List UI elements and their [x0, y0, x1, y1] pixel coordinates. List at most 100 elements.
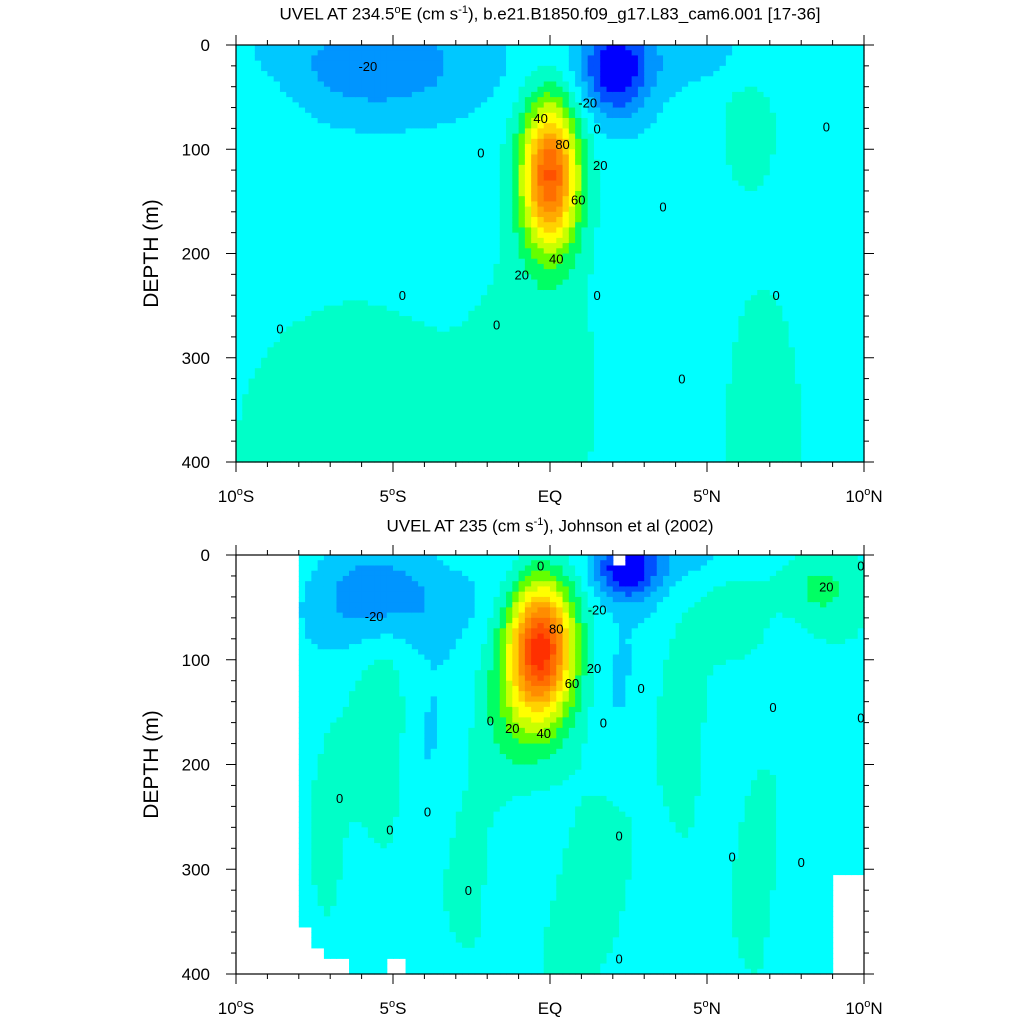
contour-cell: [581, 91, 589, 98]
contour-cell: [506, 112, 513, 119]
contour-cell: [430, 170, 438, 176]
contour-cell: [531, 117, 539, 124]
contour-cell: [305, 409, 312, 416]
contour-cell: [317, 316, 325, 322]
contour-cell: [449, 185, 457, 192]
contour-cell: [524, 253, 532, 260]
contour-cell: [537, 76, 545, 83]
contour-cell: [411, 342, 419, 348]
contour-cell: [550, 227, 557, 234]
contour-cell: [248, 404, 256, 411]
contour-cell: [512, 232, 520, 239]
contour-cell: [317, 378, 325, 385]
contour-cell: [342, 196, 350, 202]
contour-cell: [531, 373, 539, 380]
contour-cell: [261, 258, 268, 265]
contour-cell: [292, 279, 300, 286]
contour-cell: [587, 211, 595, 218]
contour-cell: [393, 415, 400, 421]
contour-cell: [330, 425, 338, 432]
contour-cell: [367, 342, 375, 348]
contour-cell: [568, 258, 576, 265]
contour-cell: [443, 420, 451, 427]
contour-cell: [367, 91, 375, 98]
contour-cell: [606, 107, 614, 114]
contour-cell: [468, 91, 476, 98]
contour-cell: [568, 352, 576, 359]
contour-cell: [606, 316, 614, 322]
contour-cell: [562, 65, 570, 72]
contour-cell: [512, 399, 520, 406]
contour-cell: [298, 45, 306, 51]
contour-cell: [273, 175, 281, 182]
contour-cell: [575, 310, 582, 317]
contour-cell: [430, 415, 438, 421]
contour-cell: [506, 237, 513, 244]
contour-cell: [543, 196, 551, 202]
contour-cell: [361, 420, 369, 427]
contour-cell: [487, 326, 495, 333]
contour-cell: [317, 133, 325, 140]
contour-cell: [506, 279, 513, 286]
contour-cell: [336, 305, 344, 312]
contour-cell: [587, 175, 595, 182]
contour-cell: [449, 117, 457, 124]
contour-cell: [305, 430, 312, 437]
contour-cell: [242, 45, 250, 51]
contour-cell: [374, 435, 382, 442]
contour-cell: [261, 441, 268, 447]
contour-cell: [367, 237, 375, 244]
contour-cell: [562, 352, 570, 359]
contour-cell: [374, 149, 382, 156]
contour-cell: [424, 159, 432, 166]
contour-cell: [550, 91, 557, 98]
contour-cell: [443, 279, 451, 286]
contour-cell: [279, 180, 287, 187]
contour-cell: [449, 274, 457, 281]
contour-cell: [449, 133, 457, 140]
contour-cell: [480, 190, 488, 197]
contour-cell: [499, 409, 507, 416]
contour-cell: [556, 446, 564, 453]
contour-cell: [600, 279, 608, 286]
contour-cell: [323, 305, 331, 312]
contour-cell: [261, 274, 268, 281]
contour-cell: [493, 373, 501, 380]
contour-cell: [242, 383, 250, 390]
contour-cell: [443, 300, 451, 307]
contour-cell: [361, 243, 369, 249]
contour-cell: [531, 243, 539, 249]
contour-cell: [418, 342, 425, 348]
contour-cell: [286, 185, 294, 192]
contour-cell: [393, 352, 400, 359]
contour-cell: [468, 50, 476, 57]
contour-cell: [317, 258, 325, 265]
contour-cell: [317, 97, 325, 103]
contour-cell: [462, 420, 469, 427]
contour-cell: [436, 206, 444, 213]
contour-cell: [405, 232, 413, 239]
contour-cell: [556, 243, 564, 249]
contour-cell: [568, 86, 576, 93]
contour-cell: [581, 180, 589, 187]
contour-cell: [311, 305, 319, 312]
contour-cell: [405, 274, 413, 281]
contour-cell: [405, 237, 413, 244]
contour-cell: [593, 289, 601, 296]
contour-cell: [443, 45, 451, 51]
contour-cell: [248, 154, 256, 161]
contour-cell: [367, 263, 375, 270]
contour-cell: [405, 81, 413, 88]
contour-cell: [531, 321, 539, 328]
contour-cell: [600, 81, 608, 88]
contour-cell: [380, 253, 388, 260]
contour-cell: [405, 86, 413, 93]
contour-cell: [506, 149, 513, 156]
contour-cell: [480, 435, 488, 442]
contour-cell: [393, 446, 400, 453]
contour-cell: [455, 284, 463, 291]
contour-cell: [286, 201, 294, 208]
contour-cell: [436, 112, 444, 119]
contour-cell: [405, 201, 413, 208]
contour-cell: [374, 289, 382, 296]
